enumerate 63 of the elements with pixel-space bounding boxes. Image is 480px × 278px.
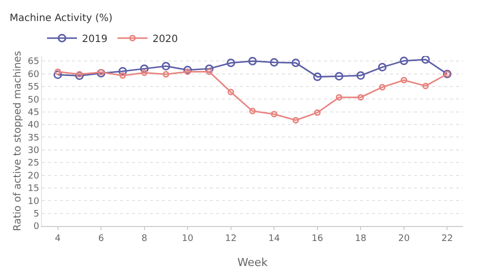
point [184, 68, 191, 75]
point [54, 70, 62, 80]
point [54, 68, 62, 75]
point [356, 71, 365, 80]
point [292, 58, 300, 68]
chart-title: Machine Activity (%) [10, 12, 113, 24]
point [140, 64, 149, 73]
y-tick-label: 5 [33, 209, 40, 220]
point [421, 56, 430, 64]
x-tick-label: 14 [268, 234, 280, 244]
x-tick-label: 4 [54, 234, 61, 244]
point [228, 88, 234, 96]
point [248, 56, 257, 66]
x-tick-label: 22 [441, 234, 453, 244]
point [270, 110, 278, 118]
x-tick-label: 20 [398, 234, 410, 244]
point [141, 70, 148, 76]
y-tick-label: 45 [28, 108, 40, 118]
y-axis-title: Ratio of active to stopped machines [12, 50, 24, 232]
point [336, 94, 342, 101]
y-tick-label: 0 [33, 222, 40, 232]
point [314, 109, 321, 116]
y-tick-label: 40 [28, 120, 40, 131]
point [292, 116, 300, 124]
y-tick-label: 60 [28, 70, 40, 80]
y-tick-label: 65 [28, 57, 40, 68]
legend-label: 2019 [82, 34, 108, 45]
y-tick-label: 30 [28, 146, 40, 156]
point [313, 72, 322, 82]
point [400, 76, 408, 84]
y-tick-label: 25 [28, 158, 40, 169]
point [75, 72, 84, 80]
point [118, 66, 127, 76]
point [206, 68, 212, 75]
point [400, 56, 408, 66]
y-tick-label: 10 [28, 196, 40, 207]
point [204, 64, 214, 73]
y-tick-label: 20 [28, 171, 40, 182]
legend-label: 2020 [152, 34, 178, 45]
x-tick-label: 18 [354, 234, 367, 244]
x-tick-label: 8 [141, 234, 148, 244]
point [334, 72, 344, 81]
point [422, 82, 429, 90]
point [76, 71, 83, 78]
point [119, 72, 126, 79]
y-tick-label: 55 [28, 82, 40, 93]
point [270, 58, 278, 67]
point [162, 71, 170, 78]
point [357, 94, 364, 101]
point [379, 84, 386, 90]
x-tick-label: 12 [225, 234, 237, 244]
point [378, 62, 387, 72]
y-tick-label: 15 [28, 184, 40, 194]
x-axis-title: Week [237, 256, 268, 269]
x-tick-label: 16 [312, 234, 324, 244]
point [249, 108, 256, 114]
point [183, 66, 192, 74]
y-tick-label: 50 [28, 95, 40, 106]
x-tick-label: 10 [182, 234, 194, 244]
x-tick-label: 6 [98, 234, 104, 244]
point [226, 58, 236, 68]
point [162, 62, 170, 70]
y-tick-label: 35 [28, 133, 40, 144]
